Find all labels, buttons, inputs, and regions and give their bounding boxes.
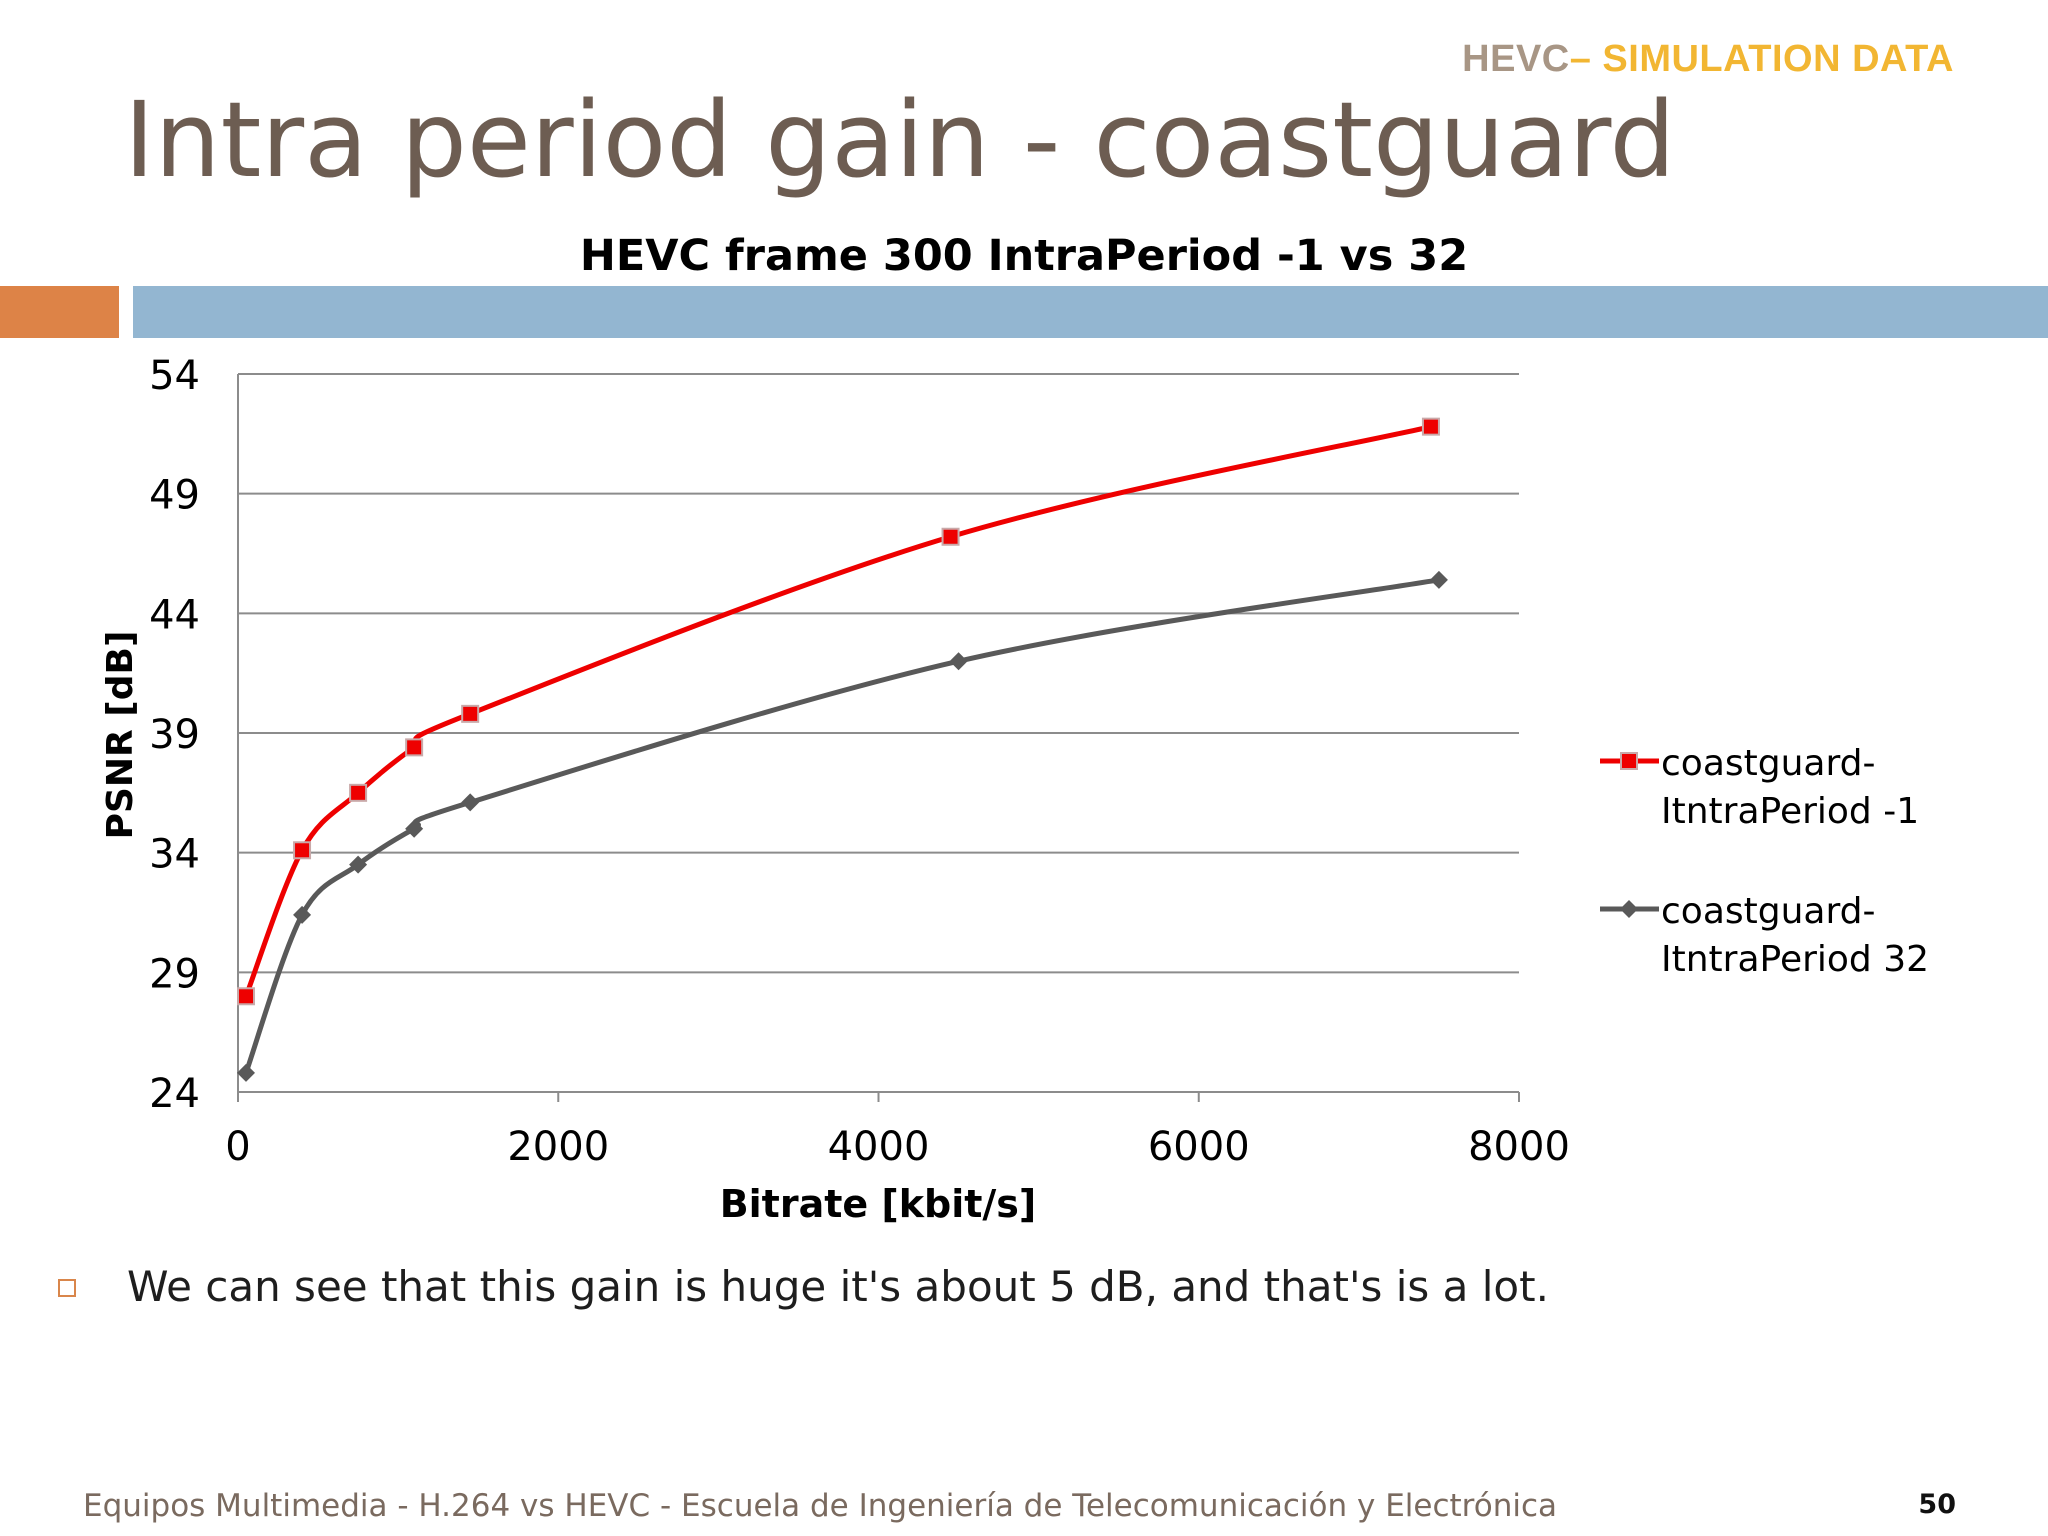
series-1-point [293, 841, 312, 860]
x-tick-label: 4000 [828, 1124, 930, 1170]
y-tick-label: 39 [149, 712, 200, 758]
y-tick-label: 29 [149, 951, 200, 997]
legend-label-1: ItntraPeriod -1 [1661, 791, 1919, 832]
legend-label-1: coastguard- [1661, 743, 1876, 784]
series-2-point [349, 855, 368, 874]
footer-text: Equipos Multimedia - H.264 vs HEVC - Esc… [83, 1488, 1557, 1524]
y-tick-label: 24 [149, 1071, 200, 1117]
series-1-point [237, 987, 256, 1006]
y-axis-title: PSNR [dB] [100, 631, 141, 840]
x-axis-title: Bitrate [kbit/s] [720, 1182, 1037, 1226]
x-tick-label: 6000 [1148, 1124, 1250, 1170]
series-line-2 [243, 577, 1442, 1076]
section-tag-main: HEVC [1462, 38, 1570, 80]
section-tag-accent: – SIMULATION DATA [1569, 38, 1954, 80]
series-2-point [1429, 570, 1448, 589]
series-1-point [405, 738, 424, 757]
series-1-point [1421, 417, 1440, 436]
accent-bar-blue [133, 286, 2048, 338]
legend-label-2: ItntraPeriod 32 [1661, 939, 1929, 980]
x-tick-label: 8000 [1468, 1124, 1570, 1170]
psnr-bitrate-chart: HEVC frame 300 IntraPeriod -1 vs 32 24 29 3… [100, 231, 1929, 1226]
y-tick-label: 54 [149, 353, 200, 399]
y-tick-label: 34 [149, 832, 200, 878]
series-1-point [461, 704, 480, 723]
legend-label-2: coastguard- [1661, 891, 1876, 932]
bullet-point-text: We can see that this gain is huge it's a… [127, 1262, 1549, 1311]
series-2-point [237, 1063, 256, 1082]
legend-marker-1 [1620, 752, 1638, 770]
bullet-square-icon [58, 1279, 76, 1297]
series-1-point [941, 527, 960, 546]
y-tick-label: 44 [149, 592, 200, 638]
section-tag: HEVC– SIMULATION DATA [1462, 38, 1954, 81]
series-line-1 [243, 424, 1434, 999]
series-1-point [349, 783, 368, 802]
chart-title: HEVC frame 300 IntraPeriod -1 vs 32 [580, 231, 1468, 281]
y-tick-label: 49 [149, 473, 200, 519]
page-number: 50 [1918, 1489, 1956, 1520]
x-tick-label: 2000 [507, 1124, 609, 1170]
slide-title: Intra period gain - coastguard [124, 79, 1676, 201]
legend-marker-2 [1620, 900, 1638, 918]
x-tick-label: 0 [225, 1124, 250, 1170]
series-2-point [293, 905, 312, 924]
series-2-point [949, 652, 968, 671]
accent-bar-orange [0, 286, 119, 338]
series-2-point [405, 819, 424, 838]
series-2-point [461, 793, 480, 812]
